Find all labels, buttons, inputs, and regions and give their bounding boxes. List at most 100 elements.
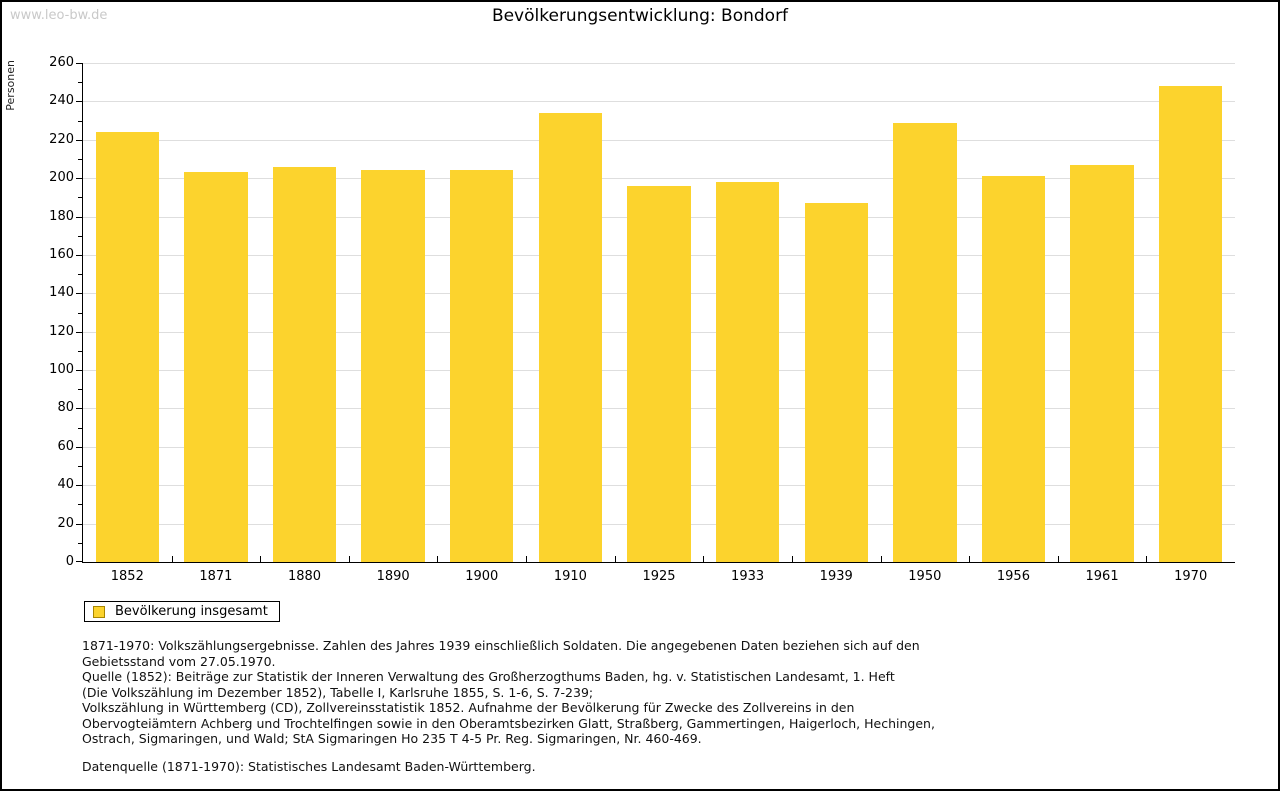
y-major-tick <box>76 63 82 64</box>
x-boundary-tick <box>260 556 262 562</box>
x-tick-label: 1890 <box>376 569 410 584</box>
footer-notes: 1871-1970: Volkszählungsergebnisse. Zahl… <box>82 638 1232 774</box>
x-tick-label: 1950 <box>908 569 942 584</box>
y-major-tick <box>76 485 82 487</box>
y-gridline <box>83 63 1235 64</box>
y-major-tick <box>76 331 82 333</box>
y-tick-label: 120 <box>49 323 74 339</box>
x-tick-label: 1961 <box>1085 569 1119 584</box>
footer-line: Gebietsstand vom 27.05.1970. <box>82 653 276 669</box>
y-major-tick <box>76 293 82 295</box>
bar <box>450 170 514 562</box>
legend-swatch-icon <box>93 605 105 618</box>
x-boundary-tick <box>171 556 173 562</box>
chart-title: Bevölkerungsentwicklung: Bondorf <box>491 6 789 26</box>
y-gridline <box>83 178 1235 180</box>
bar <box>538 112 603 562</box>
y-tick-label: 180 <box>49 208 74 224</box>
x-boundary-tick <box>526 556 528 562</box>
x-tick-label: 1933 <box>731 569 765 584</box>
y-minor-tick <box>78 158 82 160</box>
x-boundary-tick <box>791 556 793 562</box>
x-boundary-tick <box>1146 556 1148 562</box>
bar <box>95 132 159 562</box>
y-minor-tick <box>78 274 82 276</box>
bar <box>627 185 691 562</box>
y-tick-label: 160 <box>49 246 74 262</box>
footer-line: Volkszählung in Württemberg (CD), Zollve… <box>82 700 855 715</box>
y-tick-label: 0 <box>65 554 74 569</box>
bar <box>272 166 337 562</box>
y-major-tick <box>76 446 82 448</box>
y-minor-tick <box>78 542 82 544</box>
bar <box>1070 164 1134 562</box>
y-minor-tick <box>78 466 82 468</box>
y-minor-tick <box>78 235 82 237</box>
x-tick-label: 1970 <box>1174 569 1208 584</box>
y-tick-label: 100 <box>49 362 74 378</box>
y-major-tick <box>76 523 82 525</box>
y-tick-label: 80 <box>57 400 74 416</box>
y-minor-tick <box>78 197 82 199</box>
y-gridline <box>83 139 1235 141</box>
y-minor-tick <box>78 427 82 429</box>
x-tick-label: 1852 <box>110 569 144 584</box>
x-boundary-tick <box>348 556 350 562</box>
y-tick-label: 200 <box>49 170 74 186</box>
watermark: www.leo-bw.de <box>10 8 108 23</box>
footer-line: Obervogteiämtern Achberg und Trochtelfin… <box>82 715 935 731</box>
y-major-tick <box>76 408 82 410</box>
y-minor-tick <box>78 350 82 352</box>
x-boundary-tick <box>703 556 705 562</box>
y-axis-title: Personen <box>4 60 17 111</box>
y-minor-tick <box>78 82 82 84</box>
y-major-tick <box>76 254 82 256</box>
y-tick-label: 40 <box>57 477 74 493</box>
footer-line: Quelle (1852): Beiträge zur Statistik de… <box>82 669 895 684</box>
x-boundary-tick <box>969 556 971 562</box>
bar <box>804 203 868 562</box>
y-major-tick <box>76 178 82 180</box>
footer-line: Ostrach, Sigmaringen, und Wald; StA Sigm… <box>82 731 702 746</box>
y-major-tick <box>76 561 82 562</box>
legend: Bevölkerung insgesamt <box>84 601 280 622</box>
x-tick-label: 1880 <box>287 569 322 584</box>
y-tick-label: 20 <box>57 515 74 531</box>
footer-line: (Die Volkszählung im Dezember 1852), Tab… <box>82 684 594 700</box>
x-tick-label: 1939 <box>819 569 853 584</box>
y-tick-label: 240 <box>49 93 74 109</box>
bar <box>893 122 957 562</box>
bar <box>715 182 780 562</box>
y-minor-tick <box>78 120 82 122</box>
x-boundary-tick <box>437 556 439 562</box>
x-tick-label: 1871 <box>199 569 233 584</box>
y-tick-label: 220 <box>49 131 74 147</box>
y-tick-label: 260 <box>49 55 74 70</box>
y-major-tick <box>76 101 82 103</box>
bar <box>361 170 425 562</box>
bar <box>184 172 248 562</box>
legend-label: Bevölkerung insgesamt <box>115 604 268 619</box>
x-boundary-tick <box>614 556 616 562</box>
bar <box>981 176 1046 562</box>
y-major-tick <box>76 216 82 218</box>
x-tick-label: 1910 <box>553 569 587 584</box>
x-boundary-tick <box>880 556 882 562</box>
y-tick-label: 60 <box>57 438 74 454</box>
y-major-tick <box>76 370 82 372</box>
y-minor-tick <box>78 312 82 314</box>
x-tick-label: 1956 <box>996 569 1030 584</box>
footer-line: 1871-1970: Volkszählungsergebnisse. Zahl… <box>82 638 920 653</box>
y-gridline <box>83 101 1235 103</box>
bar <box>1159 86 1223 562</box>
x-boundary-tick <box>1057 556 1059 562</box>
datasource-line: Datenquelle (1871-1970): Statistisches L… <box>82 758 536 774</box>
x-tick-label: 1900 <box>465 569 499 584</box>
y-major-tick <box>76 139 82 141</box>
y-minor-tick <box>78 504 82 506</box>
y-tick-label: 140 <box>49 285 74 301</box>
x-tick-label: 1925 <box>642 569 676 584</box>
plot-area: 0 20 40 60 80 100 120 140 160 180 200 220 240 260 1852… <box>49 55 1235 584</box>
y-minor-tick <box>78 389 82 391</box>
